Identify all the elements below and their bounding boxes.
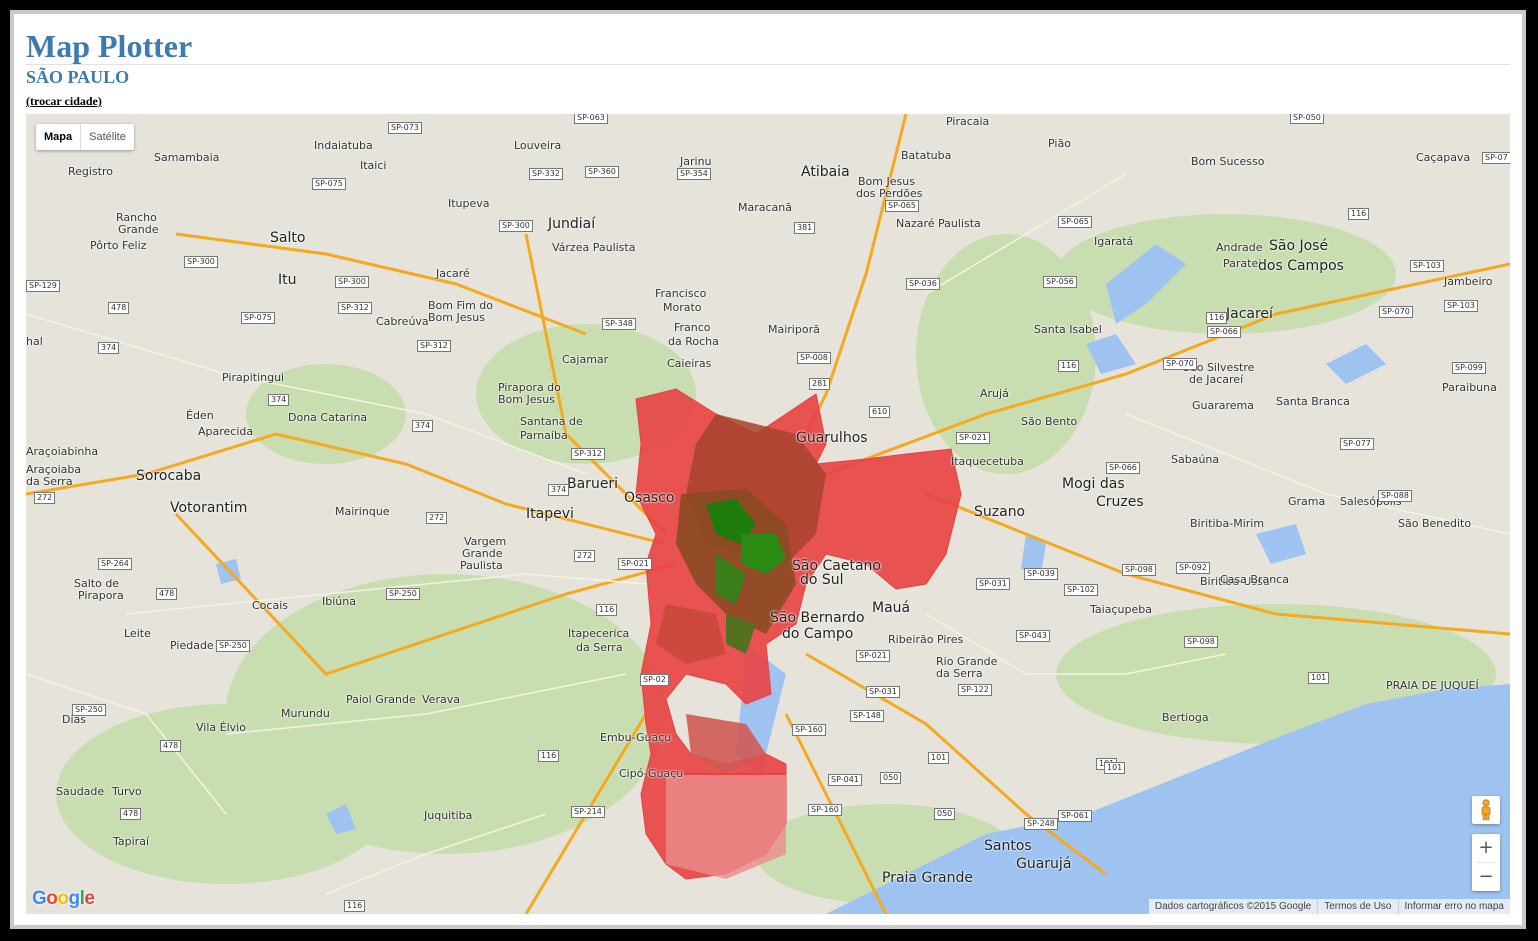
map-canvas[interactable]: Indaiatuba Itaici Samambaia Registro Louveir… [26,114,1510,914]
map-base [26,114,1510,914]
map-data-credit: Dados cartográficos ©2015 Google [1154,901,1312,912]
window-frame: Map Plotter SÃO PAULO (trocar cidade) [10,10,1526,929]
city-boundary-region[interactable] [635,388,962,880]
map-type-satellite-button[interactable]: Satélite [80,124,134,150]
map-type-map-button[interactable]: Mapa [44,131,73,143]
map-type-control: Mapa Satélite [36,124,134,150]
pegman-icon [1481,799,1491,821]
report-error-link[interactable]: Informar erro no mapa [1397,899,1511,914]
page: Map Plotter SÃO PAULO (trocar cidade) [14,14,1522,925]
roads [26,173,1510,895]
street-view-pegman[interactable] [1472,796,1500,824]
zoom-control: + − [1472,834,1500,891]
zoom-out-button[interactable]: − [1478,866,1494,887]
zoom-in-button[interactable]: + [1478,837,1494,858]
google-logo: Google [32,888,95,909]
change-city-link[interactable]: (trocar cidade) [26,94,102,108]
title-divider [26,64,1510,65]
map-attribution: Dados cartográficos ©2015 Google Termos … [1148,899,1511,914]
page-title: Map Plotter [26,28,193,64]
terms-link[interactable]: Termos de Uso [1317,899,1397,914]
ocean [826,684,1510,914]
zoom-separator [1477,862,1495,863]
city-name: SÃO PAULO [26,67,130,87]
